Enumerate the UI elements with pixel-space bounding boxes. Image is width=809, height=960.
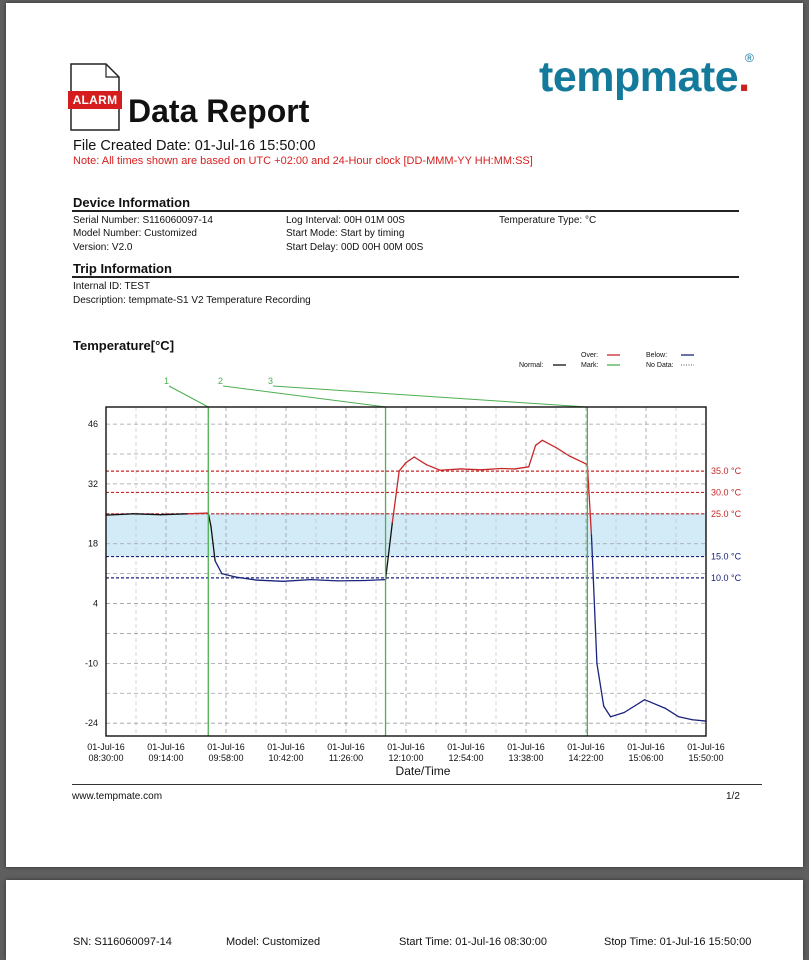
series-segment: [515, 467, 529, 469]
series-segment: [611, 713, 625, 717]
series-segment: [570, 456, 584, 462]
series-segment: [426, 465, 440, 471]
y-tick-label: 46: [88, 419, 98, 429]
x-tick-date: 01-Jul-16: [687, 742, 725, 752]
x-tick-time: 08:30:00: [88, 753, 123, 763]
series-segment: [536, 440, 543, 445]
series-segment: [529, 445, 536, 466]
x-tick-date: 01-Jul-16: [87, 742, 125, 752]
footer-url: www.tempmate.com: [72, 791, 162, 802]
threshold-label: 15.0 °C: [711, 552, 742, 562]
x-tick-date: 01-Jul-16: [327, 742, 365, 752]
y-tick-label: -24: [85, 718, 98, 728]
x-tick-time: 14:22:00: [568, 753, 603, 763]
x-tick-time: 09:14:00: [148, 753, 183, 763]
x-tick-time: 13:38:00: [508, 753, 543, 763]
series-segment: [542, 440, 556, 447]
series-segment: [665, 708, 679, 717]
series-segment: [692, 720, 706, 721]
x-tick-date: 01-Jul-16: [147, 742, 185, 752]
x-tick-date: 01-Jul-16: [207, 742, 245, 752]
x-tick-date: 01-Jul-16: [387, 742, 425, 752]
mark-label: 3: [268, 376, 273, 386]
x-tick-date: 01-Jul-16: [567, 742, 605, 752]
x-tick-time: 12:54:00: [448, 753, 483, 763]
mark-leader: [223, 386, 386, 407]
series-segment: [133, 514, 160, 515]
series-segment: [645, 700, 665, 709]
series-segment: [311, 580, 338, 581]
series-segment: [624, 700, 644, 713]
series-segment: [406, 457, 414, 463]
x-tick-time: 12:10:00: [388, 753, 423, 763]
series-segment: [556, 448, 570, 457]
x-tick-date: 01-Jul-16: [627, 742, 665, 752]
mark-label: 2: [218, 376, 223, 386]
mark-leader: [273, 386, 587, 407]
page-number: 1/2: [726, 791, 740, 802]
series-segment: [414, 457, 426, 465]
series-segment: [222, 574, 236, 577]
series-segment: [597, 663, 604, 706]
threshold-label: 30.0 °C: [711, 487, 742, 497]
threshold-label: 35.0 °C: [711, 466, 742, 476]
series-segment: [461, 469, 481, 470]
series-segment: [679, 717, 693, 720]
p2-model: Model: Customized: [226, 935, 320, 949]
series-segment: [604, 706, 611, 717]
x-tick-time: 15:50:00: [688, 753, 723, 763]
series-segment: [215, 561, 222, 574]
x-tick-time: 11:26:00: [329, 753, 363, 763]
mark-label: 1: [164, 376, 169, 386]
report-page-1: ALARM Data Report tempmate. ® File Creat…: [6, 3, 803, 867]
series-segment: [161, 514, 188, 515]
p2-stop-time: Stop Time: 01-Jul-16 15:50:00: [604, 935, 751, 949]
series-segment: [481, 469, 501, 470]
threshold-label: 10.0 °C: [711, 573, 742, 583]
p2-serial-number: SN: S116060097-14: [73, 935, 172, 949]
x-tick-time: 15:06:00: [628, 753, 663, 763]
y-tick-label: 18: [88, 539, 98, 549]
footer-divider: [72, 784, 762, 785]
series-segment: [283, 580, 310, 582]
mark-leader: [169, 386, 208, 407]
x-tick-date: 01-Jul-16: [267, 742, 305, 752]
x-tick-time: 09:58:00: [208, 753, 243, 763]
y-tick-label: 32: [88, 479, 98, 489]
x-tick-date: 01-Jul-16: [447, 742, 485, 752]
series-segment: [188, 513, 208, 514]
series-segment: [365, 580, 385, 581]
threshold-label: 25.0 °C: [711, 509, 742, 519]
temperature-chart: 35.0 °C30.0 °C25.0 °C15.0 °C10.0 °C46321…: [6, 3, 803, 867]
series-segment: [440, 469, 460, 470]
x-tick-date: 01-Jul-16: [507, 742, 545, 752]
y-tick-label: -10: [85, 658, 98, 668]
report-page-2: SN: S116060097-14 Model: Customized Star…: [6, 880, 803, 960]
x-axis-title: Date/Time: [396, 764, 451, 778]
series-segment: [256, 580, 283, 581]
x-tick-time: 10:42:00: [268, 753, 303, 763]
series-segment: [399, 463, 406, 472]
p2-start-time: Start Time: 01-Jul-16 08:30:00: [399, 935, 547, 949]
y-tick-label: 4: [93, 599, 98, 609]
